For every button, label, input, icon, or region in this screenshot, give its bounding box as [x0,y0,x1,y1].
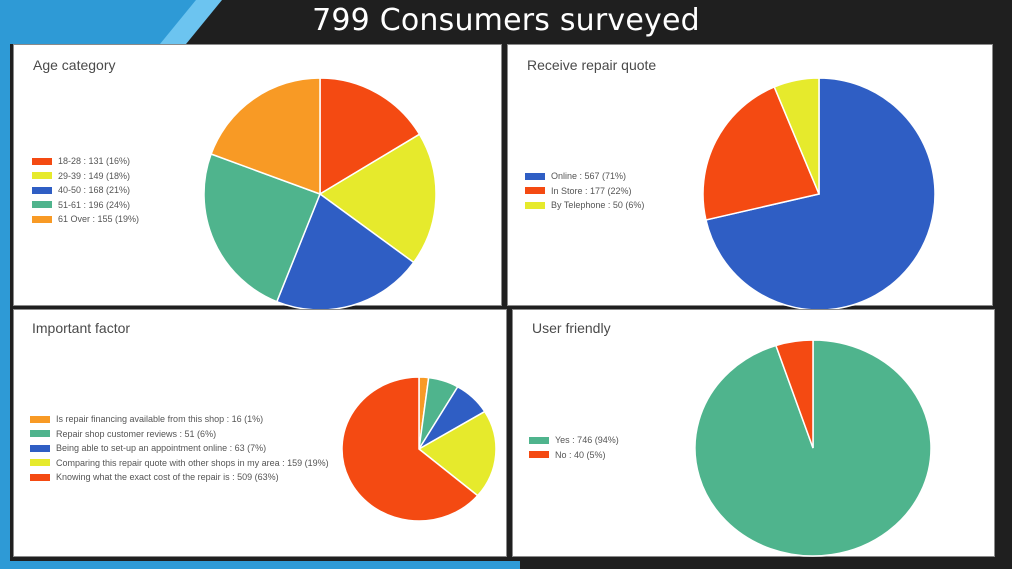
pie-chart [341,376,497,522]
pie-slice [318,133,437,264]
pie-slice [774,339,814,449]
legend-item: 40-50 : 168 (21%) [32,183,139,198]
chart-legend: Online : 567 (71%) In Store : 177 (22%) … [525,169,644,213]
pie-chart [694,339,932,557]
legend-swatch [32,201,52,209]
legend-item: No : 40 (5%) [529,448,619,463]
legend-label: By Telephone : 50 (6%) [551,200,645,211]
pie-slice [705,77,936,311]
legend-item: Online : 567 (71%) [525,169,644,184]
legend-label: No : 40 (5%) [555,449,606,460]
legend-swatch [529,436,549,444]
legend-swatch [32,157,52,165]
legend-label: Comparing this repair quote with other s… [56,457,329,468]
legend-label: Being able to set-up an appointment onli… [56,443,267,454]
legend-label: Yes : 746 (94%) [555,435,619,446]
legend-label: 18-28 : 131 (16%) [58,156,131,167]
chart-title: Receive repair quote [527,57,657,73]
left-accent-stripe [0,44,10,569]
chart-title: Important factor [32,320,131,336]
chart-title: User friendly [532,320,611,336]
legend-swatch [30,473,50,481]
legend-label: 51-61 : 196 (24%) [58,199,131,210]
legend-label: Knowing what the exact cost of the repai… [56,472,279,483]
legend-swatch [32,172,52,180]
legend-swatch [32,186,52,194]
legend-swatch [525,187,545,195]
legend-item: 18-28 : 131 (16%) [32,154,139,169]
pie-chart [702,77,936,311]
legend-item: Being able to set-up an appointment onli… [30,441,329,456]
pie-slice [319,77,421,196]
legend-item: 51-61 : 196 (24%) [32,198,139,213]
legend-swatch [30,415,50,423]
legend-swatch [529,451,549,459]
legend-item: Knowing what the exact cost of the repai… [30,470,329,485]
pie-slice [203,153,321,303]
legend-item: 29-39 : 149 (18%) [32,169,139,184]
legend-label: 61 Over : 155 (19%) [58,214,140,225]
legend-item: Repair shop customer reviews : 51 (6%) [30,427,329,442]
chart-legend: Yes : 746 (94%) No : 40 (5%) [529,433,619,462]
legend-label: 40-50 : 168 (21%) [58,185,131,196]
pie-slice [702,85,821,221]
chart-legend: 18-28 : 131 (16%) 29-39 : 149 (18%) 40-5… [32,154,139,227]
pie-slice [773,77,820,195]
legend-item: In Store : 177 (22%) [525,184,644,199]
legend-label: Online : 567 (71%) [551,171,627,182]
legend-item: Yes : 746 (94%) [529,433,619,448]
pie-slice [417,410,497,497]
pie-slice [275,192,415,311]
legend-swatch [32,215,52,223]
chart-panel-user-friendly: User friendly Yes : 746 (94%) No : 40 (5… [512,309,995,557]
chart-legend: Is repair financing available from this … [30,412,329,485]
chart-panel-important-factor: Important factor Is repair financing ava… [13,309,507,557]
legend-label: Is repair financing available from this … [56,414,264,425]
slide-title: 799 Consumers surveyed [312,3,700,38]
legend-swatch [525,201,545,209]
legend-label: 29-39 : 149 (18%) [58,170,131,181]
chart-panel-receive-repair-quote: Receive repair quote Online : 567 (71%) … [507,44,993,311]
legend-item: By Telephone : 50 (6%) [525,198,644,213]
legend-swatch [30,444,50,452]
legend-label: In Store : 177 (22%) [551,185,632,196]
legend-swatch [30,459,50,467]
pie-slice [341,376,479,522]
pie-slice [210,77,321,196]
chart-title: Age category [33,57,116,73]
legend-swatch [525,172,545,180]
legend-item: Is repair financing available from this … [30,412,329,427]
bottom-accent-stripe [0,561,520,569]
legend-item: 61 Over : 155 (19%) [32,212,139,227]
legend-label: Repair shop customer reviews : 51 (6%) [56,428,217,439]
legend-swatch [30,430,50,438]
legend-item: Comparing this repair quote with other s… [30,456,329,471]
chart-panel-age-category: Age category 18-28 : 131 (16%) 29-39 : 1… [13,44,502,311]
pie-chart [203,77,437,311]
